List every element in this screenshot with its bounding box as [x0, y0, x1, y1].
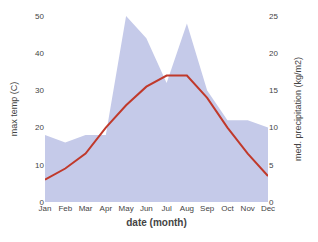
- svg-text:Oct: Oct: [221, 204, 234, 213]
- svg-text:Dec: Dec: [261, 204, 275, 213]
- svg-text:25: 25: [269, 12, 278, 21]
- svg-text:50: 50: [35, 12, 44, 21]
- svg-text:20: 20: [269, 49, 278, 58]
- svg-text:Jul: Jul: [162, 204, 172, 213]
- svg-text:date (month): date (month): [126, 217, 187, 228]
- svg-text:10: 10: [269, 123, 278, 132]
- svg-text:Feb: Feb: [58, 204, 72, 213]
- svg-text:30: 30: [35, 86, 44, 95]
- svg-text:Jun: Jun: [140, 204, 153, 213]
- svg-text:0: 0: [40, 198, 45, 207]
- svg-text:med. precipitation (kg/m2): med. precipitation (kg/m2): [293, 57, 303, 161]
- svg-text:Aug: Aug: [180, 204, 194, 213]
- svg-text:Apr: Apr: [100, 204, 113, 213]
- svg-text:15: 15: [269, 86, 278, 95]
- svg-text:0: 0: [269, 198, 274, 207]
- svg-text:May: May: [119, 204, 134, 213]
- svg-text:max temp (C): max temp (C): [9, 82, 19, 137]
- svg-text:10: 10: [35, 161, 44, 170]
- svg-text:20: 20: [35, 123, 44, 132]
- svg-text:Jan: Jan: [39, 204, 52, 213]
- svg-text:Sep: Sep: [200, 204, 215, 213]
- svg-text:Mar: Mar: [79, 204, 93, 213]
- svg-text:40: 40: [35, 49, 44, 58]
- svg-text:5: 5: [269, 161, 274, 170]
- svg-text:Nov: Nov: [241, 204, 255, 213]
